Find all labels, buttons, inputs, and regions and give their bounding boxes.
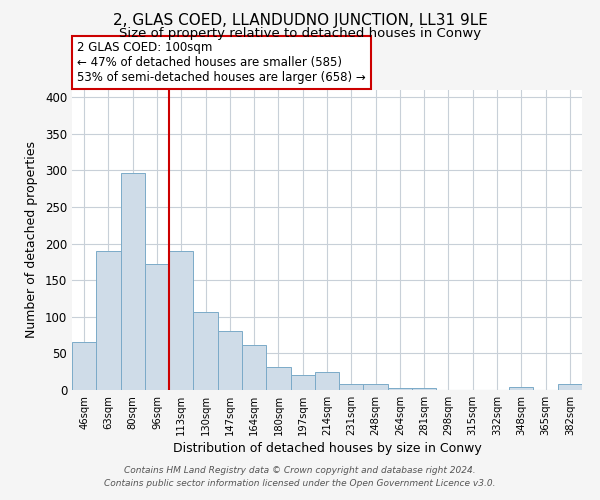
Text: 2, GLAS COED, LLANDUDNO JUNCTION, LL31 9LE: 2, GLAS COED, LLANDUDNO JUNCTION, LL31 9… — [113, 12, 487, 28]
Text: 2 GLAS COED: 100sqm
← 47% of detached houses are smaller (585)
53% of semi-detac: 2 GLAS COED: 100sqm ← 47% of detached ho… — [77, 41, 366, 84]
Text: Contains HM Land Registry data © Crown copyright and database right 2024.
Contai: Contains HM Land Registry data © Crown c… — [104, 466, 496, 487]
Bar — [290, 374, 315, 390]
Bar — [266, 368, 290, 390]
Bar — [339, 384, 364, 390]
Bar — [72, 342, 96, 390]
Y-axis label: Number of detached properties: Number of detached properties — [25, 142, 38, 338]
Bar — [364, 384, 388, 390]
Bar — [412, 388, 436, 390]
Bar — [315, 372, 339, 390]
Bar — [218, 332, 242, 390]
X-axis label: Distribution of detached houses by size in Conwy: Distribution of detached houses by size … — [173, 442, 481, 455]
Bar — [388, 388, 412, 390]
Bar — [169, 251, 193, 390]
Bar — [242, 344, 266, 390]
Bar — [121, 172, 145, 390]
Bar — [509, 387, 533, 390]
Text: Size of property relative to detached houses in Conwy: Size of property relative to detached ho… — [119, 28, 481, 40]
Bar — [193, 312, 218, 390]
Bar — [145, 264, 169, 390]
Bar — [558, 384, 582, 390]
Bar — [96, 251, 121, 390]
